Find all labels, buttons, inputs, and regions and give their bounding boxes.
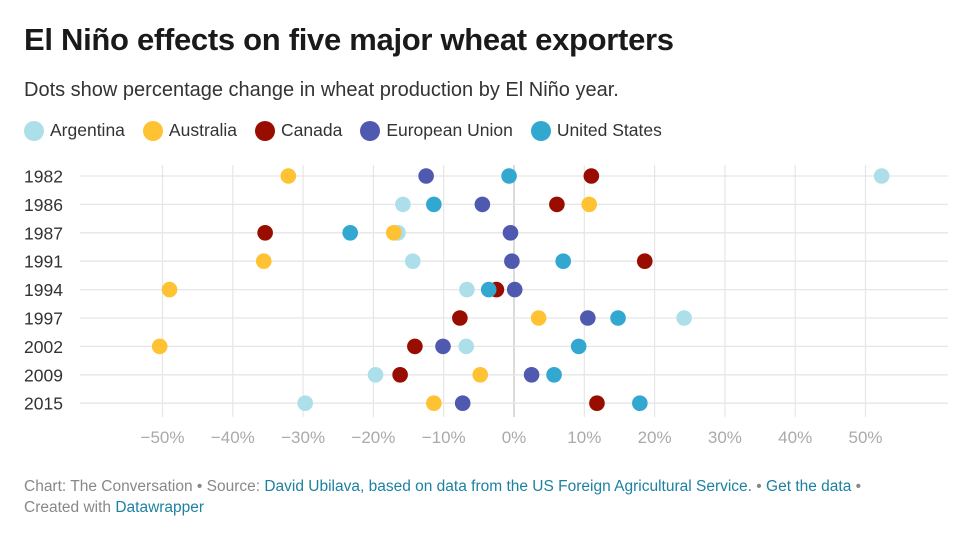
x-tick-label: −20% [351,428,395,447]
dot-united-states [426,196,442,213]
dot-australia [530,310,547,326]
x-tick-label: 20% [638,428,672,447]
dot-australia [280,168,297,184]
dot-canada [407,338,423,355]
dot-australia [472,367,489,383]
legend-label-european-union: European Union [386,120,513,140]
dot-canada [583,168,600,184]
legend-swatch-australia [142,120,163,141]
dot-canada [392,367,408,383]
footer-separator: • [851,478,862,495]
get-the-data-link[interactable]: Get the data [766,478,852,495]
legend-label-canada: Canada [281,120,343,140]
legend-swatch-canada [255,120,276,141]
dot-canada [452,310,468,326]
y-tick-label: 2009 [24,365,63,385]
footer-separator: • [751,478,767,495]
dot-argentina [676,310,692,326]
dot-united-states [555,253,572,269]
legend: Argentina Australia Canada European Unio… [24,120,662,141]
dot-canada [589,395,605,412]
dot-european-union [523,367,540,383]
dot-united-states [501,168,517,184]
x-tick-label: 0% [502,428,527,447]
dot-australia [385,225,402,241]
legend-swatch-european-union [360,120,381,141]
chart-title: El Niño effects on five major wheat expo… [24,22,674,57]
dot-argentina [404,253,421,269]
dot-australia [161,281,178,298]
footer: Chart: The Conversation • Source: David … [24,476,954,518]
y-tick-label: 2015 [24,394,63,414]
legend-swatch-united-states [530,120,551,141]
dot-united-states [570,338,587,355]
datawrapper-link[interactable]: Datawrapper [115,499,205,516]
dot-european-union [580,310,596,326]
dot-australia [151,338,168,355]
x-tick-label: −50% [141,428,185,447]
dot-european-union [504,253,520,269]
dot-european-union [502,225,519,241]
y-tick-label: 1994 [24,280,63,300]
dot-united-states [480,281,497,298]
dot-european-union [454,395,471,412]
dot-european-union [418,168,434,184]
dot-australia [255,253,272,269]
dot-argentina [873,168,890,184]
dot-argentina [367,367,384,383]
dot-canada [636,253,653,269]
dot-european-union [474,196,491,213]
dot-argentina [459,281,475,298]
x-tick-label: 30% [708,428,742,447]
y-tick-label: 2002 [24,337,63,357]
footer-created-with: Created with [24,499,116,516]
dot-united-states [342,225,359,241]
legend-item-united-states: United States [530,120,662,141]
dot-united-states [632,395,648,412]
legend-swatch-argentina [24,120,44,141]
legend-item-european-union: European Union [360,120,513,141]
x-tick-label: −10% [422,428,466,447]
dot-united-states [546,367,562,383]
y-tick-label: 1982 [24,167,63,187]
legend-item-canada: Canada [255,120,342,141]
dot-australia [426,395,442,412]
legend-label-australia: Australia [168,120,238,140]
footer-chart-credit: Chart: The Conversation • Source: [24,478,265,495]
dot-european-union [435,338,451,355]
x-tick-label: 10% [567,428,601,447]
x-tick-label: 50% [848,428,882,447]
legend-item-argentina: Argentina [24,120,125,141]
y-tick-label: 1986 [24,195,63,215]
y-tick-label: 1987 [24,223,63,243]
y-tick-label: 1991 [24,252,63,272]
dot-canada [549,196,565,213]
legend-item-australia: Australia [142,120,238,141]
x-tick-label: −30% [281,428,325,447]
x-tick-label: 40% [778,428,812,447]
chart-subtitle: Dots show percentage change in wheat pro… [24,79,619,101]
dot-canada [257,225,273,241]
dot-argentina [458,338,474,355]
dot-european-union [506,281,523,298]
dot-australia [581,196,598,213]
legend-label-argentina: Argentina [50,120,125,140]
y-tick-label: 1997 [24,309,63,329]
x-tick-label: −40% [211,428,255,447]
dot-argentina [395,196,411,213]
source-link[interactable]: David Ubilava, based on data from the US… [264,478,752,495]
dot-united-states [610,310,626,326]
dot-argentina [297,395,314,412]
legend-label-united-states: United States [556,120,662,140]
